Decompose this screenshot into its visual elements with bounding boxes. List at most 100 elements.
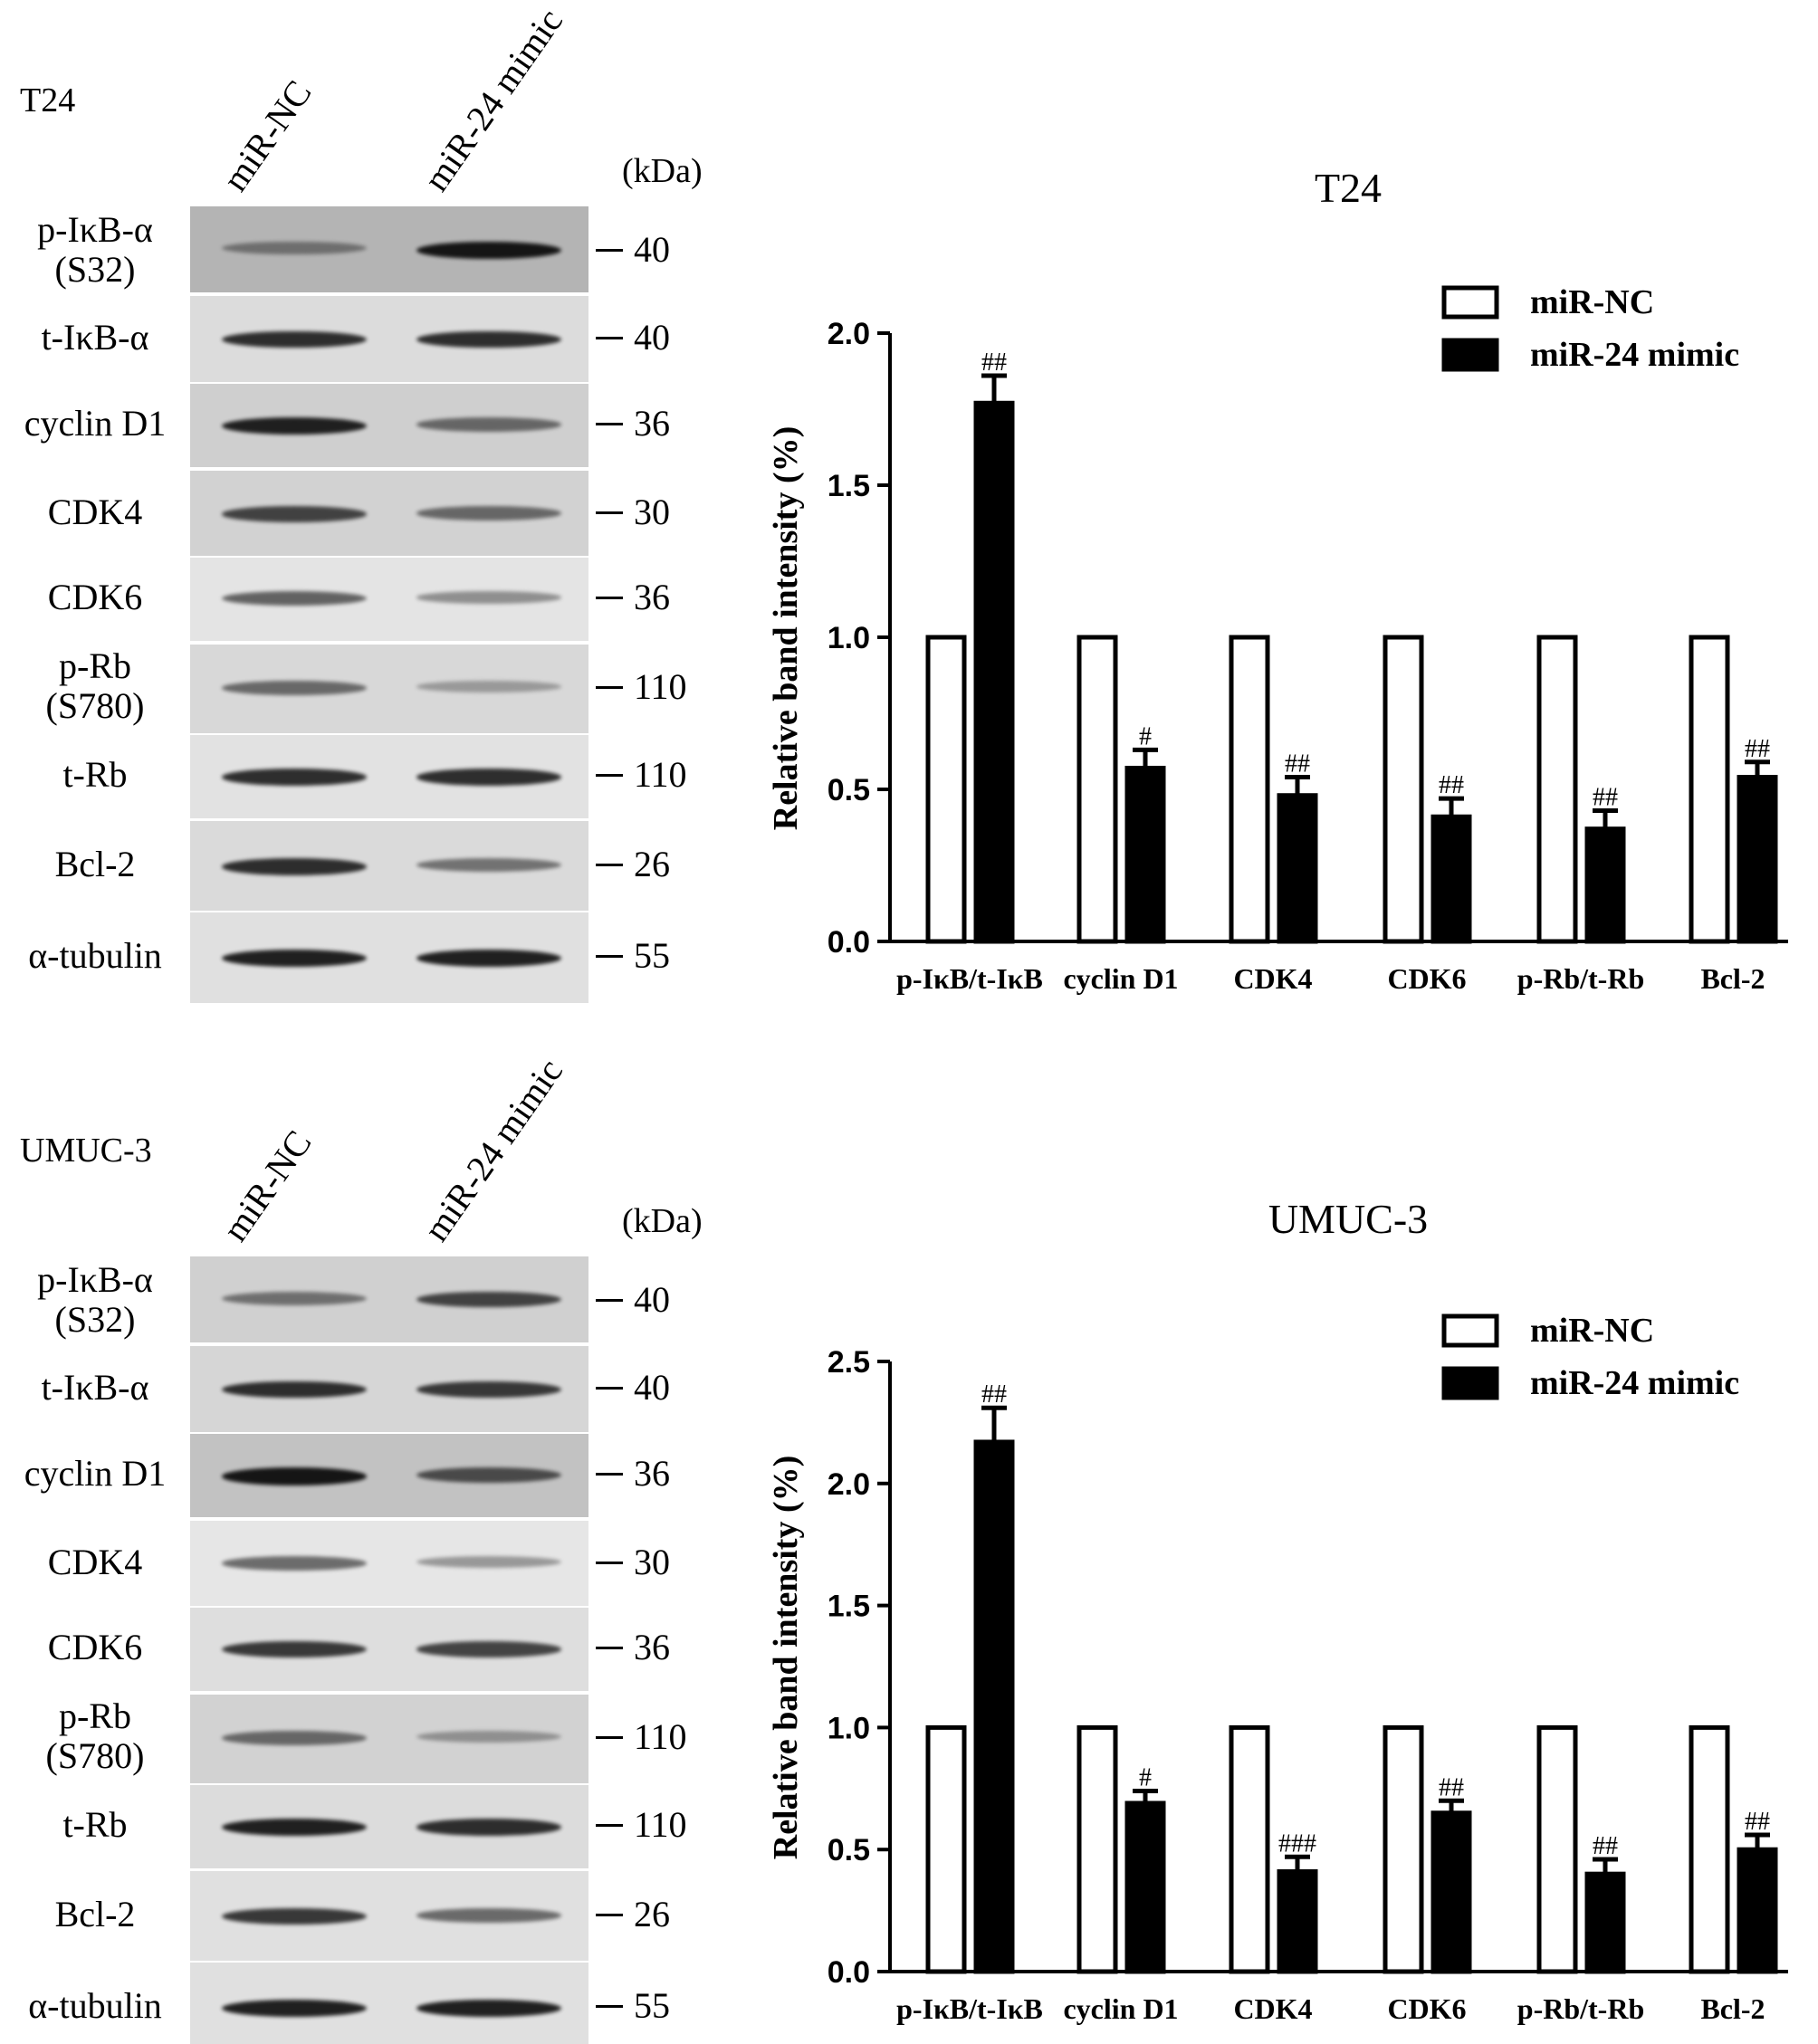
blot-band: [222, 1731, 367, 1745]
blot-strip: [190, 911, 588, 1003]
blot-strip: [190, 1869, 588, 1962]
legend-swatch: [1441, 285, 1499, 320]
significance-marker: ##: [981, 1380, 1007, 1409]
y-axis-label: Relative band intensity (%): [767, 1456, 805, 1860]
blot-band: [222, 1467, 367, 1485]
bar: [1229, 635, 1270, 944]
significance-marker: ##: [1745, 735, 1770, 763]
protein-label: p-Rb: [59, 1695, 131, 1736]
legend-swatch: [1441, 338, 1499, 372]
protein-label: cyclin D1: [24, 1453, 167, 1494]
blot-band: [222, 858, 367, 875]
blot-band: [222, 591, 367, 606]
x-category-label: CDK6: [1387, 1992, 1466, 2025]
blot-band: [222, 950, 367, 967]
blot-band: [416, 858, 561, 872]
mw-marker-dash: [596, 1647, 623, 1649]
cell-line-label: UMUC-3: [20, 1132, 152, 1170]
blot-band: [416, 417, 561, 432]
y-tick-label: 2.0: [828, 317, 870, 351]
y-tick-label: 1.0: [828, 621, 870, 655]
blot-band: [416, 591, 561, 604]
x-category-label: Bcl-2: [1700, 962, 1765, 995]
bar: [1229, 1724, 1270, 1974]
significance-marker: ##: [1439, 771, 1464, 799]
x-category-label: p-Rb/t-Rb: [1517, 1992, 1644, 2025]
y-tick-label: 1.5: [828, 1590, 870, 1624]
blot-strip: [190, 1519, 588, 1608]
kda-unit-label: (kDa): [622, 1202, 703, 1240]
significance-marker: ##: [1593, 1832, 1618, 1860]
mw-value: 26: [634, 1894, 670, 1934]
mw-marker-dash: [596, 1824, 623, 1827]
mw-value: 36: [634, 577, 670, 617]
blot-strip: [190, 1606, 588, 1691]
chart-title: UMUC-3: [1268, 1196, 1428, 1242]
blot-band: [416, 1908, 561, 1923]
mw-value: 110: [634, 1716, 687, 1757]
significance-marker: ##: [1593, 784, 1618, 812]
significance-marker: ##: [981, 349, 1007, 377]
bar: [1076, 1724, 1118, 1974]
mw-value: 55: [634, 935, 670, 976]
mw-marker-dash: [596, 955, 623, 958]
blot-band: [222, 417, 367, 435]
protein-label-site: (S780): [45, 1735, 145, 1776]
protein-label-site: (S32): [54, 249, 136, 290]
bar: [1430, 1810, 1472, 1974]
x-category-label: cyclin D1: [1063, 1992, 1178, 2025]
mw-value: 40: [634, 316, 670, 358]
legend-swatch: [1441, 1313, 1499, 1348]
cell-line-label: T24: [20, 81, 76, 119]
bar: [1737, 775, 1778, 944]
mw-marker-dash: [596, 511, 623, 514]
protein-label: α-tubulin: [28, 1985, 162, 2026]
blot-band: [222, 506, 367, 522]
bar: [925, 1724, 967, 1974]
protein-label-site: (S32): [54, 1299, 136, 1340]
x-category-label: CDK4: [1233, 1992, 1312, 2025]
y-tick-label: 0.5: [828, 1833, 870, 1867]
y-tick-label: 2.5: [828, 1345, 870, 1380]
blot-band: [416, 506, 561, 521]
blot-band: [416, 1556, 561, 1568]
blot-band: [416, 241, 561, 259]
y-tick-label: 1.5: [828, 469, 870, 503]
bar: [1536, 1724, 1578, 1974]
mw-value: 36: [634, 403, 670, 444]
protein-label: CDK6: [47, 1627, 143, 1667]
x-category-label: p-IκB/t-IκB: [896, 962, 1043, 995]
mw-marker-dash: [596, 1562, 623, 1564]
mw-value: 40: [634, 1366, 670, 1408]
bar: [1689, 1724, 1730, 1974]
blot-strip: [190, 819, 588, 912]
significance-marker: #: [1139, 1763, 1152, 1791]
mw-value: 36: [634, 1627, 670, 1667]
blot-band: [222, 1556, 367, 1571]
mw-marker-dash: [596, 1914, 623, 1916]
mw-value: 55: [634, 1985, 670, 2026]
mw-marker-dash: [596, 423, 623, 425]
blot-band: [416, 2000, 561, 2017]
legend-label: miR-24 mimic: [1530, 336, 1739, 374]
blot-band: [416, 1731, 561, 1743]
mw-value: 30: [634, 492, 670, 532]
y-tick-label: 2.0: [828, 1467, 870, 1502]
mw-marker-dash: [596, 597, 623, 599]
bar: [973, 400, 1015, 944]
bar: [1584, 826, 1626, 944]
bar: [1383, 1724, 1424, 1974]
bar: [1430, 814, 1472, 944]
blot-strip: [190, 643, 588, 733]
protein-label: t-Rb: [62, 1804, 128, 1845]
mw-marker-dash: [596, 1473, 623, 1476]
mw-marker-dash: [596, 1736, 623, 1739]
bar: [1737, 1847, 1778, 1974]
y-tick-label: 0.0: [828, 1955, 870, 1990]
mw-marker-dash: [596, 336, 623, 339]
blot-band: [416, 950, 561, 967]
blot-band: [222, 2000, 367, 2017]
blot-strip: [190, 1783, 588, 1868]
bar: [1536, 635, 1578, 944]
